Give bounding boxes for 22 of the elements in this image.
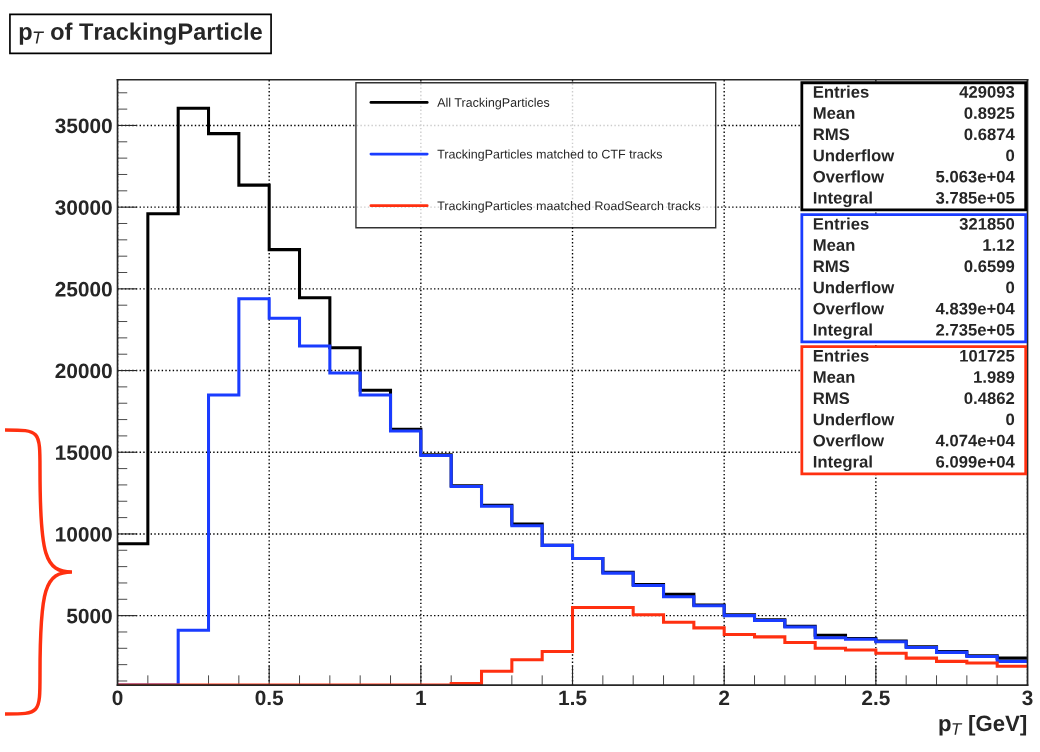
- x-tick-label: 0: [112, 690, 123, 706]
- y-tick-label: 15000: [56, 445, 112, 460]
- x-tick-label: 2: [719, 690, 730, 706]
- y-tick-label: 30000: [55, 200, 112, 215]
- x-axis-title: p$_{T}$ [GeV]: [939, 714, 1027, 736]
- y-tick-label: 25000: [55, 281, 112, 297]
- y-tick-label: 10000: [56, 526, 112, 542]
- legend-label: All TrackingParticles: [437, 97, 550, 110]
- x-tick-label: 0.5: [255, 690, 284, 706]
- text: Entries 101725 Mean 1.989 RMS 0.4862 Underflow 0 Overflow 4.074e+04 Integral 6.099e+04: [813, 349, 1015, 472]
- legend-label: TrackingParticles maatched RoadSearch tracks: [437, 201, 701, 213]
- y-tick-label: 20000: [55, 363, 112, 379]
- text: Entries 321850 Mean 1.12 RMS 0.6599 Underflow 0 Overflow 4.839e+04 Integral 2.735e+05: [813, 217, 1015, 340]
- x-tick-label: 2.5: [862, 690, 890, 706]
- y-tick-label: 5000: [66, 608, 112, 624]
- x-tick-label: 3: [1022, 690, 1033, 706]
- x-tick-label: 1.5: [559, 690, 587, 706]
- legend-label: TrackingParticles matched to CTF tracks: [437, 149, 663, 162]
- x-tick-label: 1: [416, 690, 427, 706]
- chart-title: p$_{T}$ of TrackingParticle: [19, 22, 262, 45]
- text: Entries 429093 Mean 0.8925 RMS 0.6874 Underflow 0 Overflow 5.063e+04 Integral 3.785e+05: [813, 85, 1015, 208]
- y-tick-label: 35000: [55, 118, 112, 134]
